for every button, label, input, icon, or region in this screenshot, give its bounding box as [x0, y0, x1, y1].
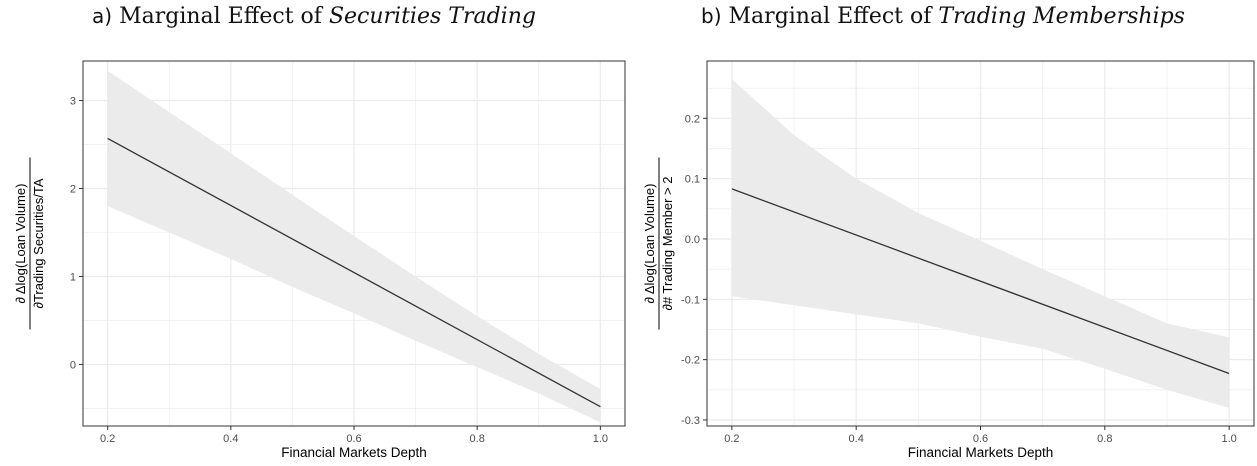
y-tick-label: 0.2 — [685, 113, 700, 125]
y-tick-label: -0.3 — [681, 415, 700, 427]
x-tick-label: 0.4 — [223, 433, 238, 445]
y-tick-label: 3 — [70, 96, 76, 108]
y-axis-title-numerator: ∂ Δlog(Loan Volume) — [13, 184, 28, 304]
x-tick-label: 0.6 — [346, 433, 361, 445]
chart-a-svg: 0.2 0.4 0.6 0.8 1.0 0 1 2 3 Financial Markets Dep… — [13, 60, 626, 460]
y-axis-title-numerator: ∂ Δlog(Loan Volume) — [642, 184, 657, 304]
x-tick-label: 0.2 — [100, 433, 115, 445]
panel-a-title-prefix: Marginal Effect of — [119, 4, 322, 29]
marginal-effect-line — [107, 137, 601, 408]
x-tick-label: 0.4 — [849, 433, 864, 445]
y-axis-title-denominator: ∂# Trading Member > 2 — [660, 177, 675, 311]
x-axis-title: Financial Markets Depth — [281, 445, 427, 460]
y-axis-title: ∂ Δlog(Loan Volume) ∂# Trading Member > 2 — [642, 157, 675, 330]
panel-b-label: b) — [701, 4, 722, 28]
y-tick-label: -0.1 — [681, 294, 700, 306]
confidence-band — [731, 79, 1230, 408]
x-tick-label: 0.8 — [470, 433, 485, 445]
panel-b-title: b) Marginal Effect of Trading Membership… — [629, 4, 1257, 29]
panel-b-title-prefix: Marginal Effect of — [728, 4, 932, 29]
y-axis-title: ∂ Δlog(Loan Volume) ∂Trading Securities/T… — [13, 157, 46, 330]
panel-a-title-emph: Securities Trading — [328, 4, 536, 29]
y-tick-label: -0.2 — [681, 355, 700, 367]
panel-a: a) Marginal Effect of Securities Trading… — [0, 0, 628, 466]
x-axis-title: Financial Markets Depth — [908, 445, 1054, 460]
x-tick-label: 1.0 — [1221, 433, 1236, 445]
panel-b: b) Marginal Effect of Trading Membership… — [629, 0, 1257, 466]
y-tick-label: 0 — [70, 359, 76, 371]
panel-a-label: a) — [92, 4, 113, 28]
y-tick-label: 1 — [70, 271, 76, 283]
x-tick-label: 0.8 — [1097, 433, 1112, 445]
y-axis-title-denominator: ∂Trading Securities/TA — [31, 178, 46, 308]
y-tick-label: 2 — [70, 184, 76, 196]
panel-b-title-emph: Trading Memberships — [938, 4, 1185, 29]
x-tick-label: 1.0 — [593, 433, 608, 445]
marginal-effect-line — [731, 188, 1230, 375]
y-tick-label: 0.0 — [685, 234, 700, 246]
confidence-band — [107, 70, 601, 423]
panel-a-title: a) Marginal Effect of Securities Trading — [0, 4, 628, 29]
x-tick-label: 0.2 — [724, 433, 739, 445]
y-tick-label: 0.1 — [685, 174, 700, 186]
x-tick-label: 0.6 — [973, 433, 988, 445]
chart-b-svg: 0.2 0.4 0.6 0.8 1.0 -0.3 -0.2 -0.1 0.0 0.1 0.2 Fina… — [642, 60, 1255, 460]
